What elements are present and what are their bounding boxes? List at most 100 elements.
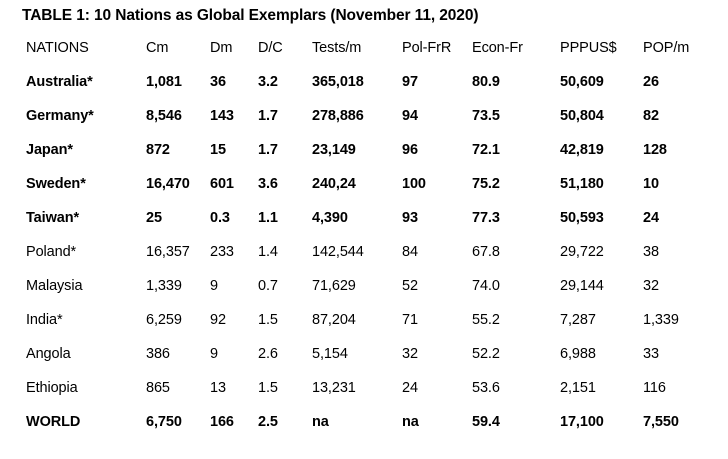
- cell-dc: 1.5: [258, 312, 278, 328]
- cell-econ-fr: 77.3: [472, 210, 500, 226]
- cell-nation: Poland*: [26, 244, 77, 260]
- table-row: Angola 386 9 2.6 5,154 32 52.2 6,988 33: [0, 337, 728, 371]
- cell-dc: 1.1: [258, 210, 278, 226]
- column-header-dm: Dm: [210, 40, 233, 56]
- table-row: Poland* 16,357 233 1.4 142,544 84 67.8 29,722 38: [0, 235, 728, 269]
- cell-dm: 9: [210, 278, 218, 294]
- cell-pop-per-m: 26: [643, 74, 659, 90]
- cell-pppusd: 29,722: [560, 244, 604, 260]
- cell-pop-per-m: 33: [643, 346, 659, 362]
- table-row: Australia* 1,081 36 3.2 365,018 97 80.9 50,609 2…: [0, 65, 728, 99]
- cell-pop-per-m: 32: [643, 278, 659, 294]
- column-header-pop-per-m: POP/m: [643, 40, 690, 56]
- cell-cm: 6,750: [146, 414, 182, 430]
- cell-pppusd: 7,287: [560, 312, 596, 328]
- cell-econ-fr: 74.0: [472, 278, 500, 294]
- cell-pol-frr: 71: [402, 312, 418, 328]
- column-header-econ-fr: Econ-Fr: [472, 40, 523, 56]
- cell-dc: 1.7: [258, 108, 278, 124]
- cell-pol-frr: na: [402, 414, 419, 430]
- cell-cm: 16,357: [146, 244, 190, 260]
- table-row: Sweden* 16,470 601 3.6 240,24 100 75.2 51,180 10: [0, 167, 728, 201]
- cell-cm: 25: [146, 210, 162, 226]
- header-row: NATIONS Cm Dm D/C Tests/m Pol-FrR Econ-Fr PPPUS…: [0, 31, 728, 65]
- cell-pol-frr: 100: [402, 176, 426, 192]
- table-row: Ethiopia 865 13 1.5 13,231 24 53.6 2,151 116: [0, 371, 728, 405]
- table-row: WORLD 6,750 166 2.5 na na 59.4 17,100 7,550: [0, 405, 728, 439]
- cell-econ-fr: 72.1: [472, 142, 500, 158]
- cell-pppusd: 42,819: [560, 142, 604, 158]
- cell-pppusd: 17,100: [560, 414, 604, 430]
- cell-cm: 1,081: [146, 74, 182, 90]
- cell-pop-per-m: 10: [643, 176, 659, 192]
- table-body: Australia* 1,081 36 3.2 365,018 97 80.9 50,609 2…: [0, 65, 728, 439]
- cell-nation: Ethiopia: [26, 380, 78, 396]
- cell-tests-per-m: 87,204: [312, 312, 356, 328]
- cell-nation: Japan*: [26, 142, 73, 158]
- cell-tests-per-m: 4,390: [312, 210, 348, 226]
- cell-pppusd: 6,988: [560, 346, 596, 362]
- cell-pop-per-m: 82: [643, 108, 659, 124]
- cell-dm: 92: [210, 312, 226, 328]
- cell-econ-fr: 59.4: [472, 414, 500, 430]
- cell-nation: Australia*: [26, 74, 93, 90]
- cell-nation: Malaysia: [26, 278, 83, 294]
- cell-tests-per-m: 278,886: [312, 108, 364, 124]
- cell-pol-frr: 94: [402, 108, 418, 124]
- cell-tests-per-m: 5,154: [312, 346, 348, 362]
- cell-pppusd: 51,180: [560, 176, 604, 192]
- cell-pppusd: 50,593: [560, 210, 604, 226]
- cell-nation: WORLD: [26, 414, 81, 430]
- cell-pop-per-m: 1,339: [643, 312, 679, 328]
- cell-dc: 1.5: [258, 380, 278, 396]
- cell-dc: 2.5: [258, 414, 278, 430]
- table-row: Taiwan* 25 0.3 1.1 4,390 93 77.3 50,593 24: [0, 201, 728, 235]
- cell-dm: 601: [210, 176, 234, 192]
- cell-dm: 143: [210, 108, 234, 124]
- cell-pol-frr: 97: [402, 74, 418, 90]
- cell-econ-fr: 55.2: [472, 312, 500, 328]
- cell-tests-per-m: na: [312, 414, 329, 430]
- cell-pop-per-m: 128: [643, 142, 667, 158]
- cell-pppusd: 50,804: [560, 108, 604, 124]
- column-header-tests-per-m: Tests/m: [312, 40, 362, 56]
- cell-econ-fr: 73.5: [472, 108, 500, 124]
- cell-dc: 0.7: [258, 278, 278, 294]
- cell-dm: 13: [210, 380, 226, 396]
- cell-dm: 9: [210, 346, 218, 362]
- cell-pop-per-m: 24: [643, 210, 659, 226]
- table-row: Japan* 872 15 1.7 23,149 96 72.1 42,819 128: [0, 133, 728, 167]
- data-table: NATIONS Cm Dm D/C Tests/m Pol-FrR Econ-Fr PPPUS…: [0, 31, 728, 439]
- cell-dc: 3.6: [258, 176, 278, 192]
- cell-cm: 6,259: [146, 312, 182, 328]
- cell-pppusd: 2,151: [560, 380, 596, 396]
- cell-dm: 36: [210, 74, 226, 90]
- cell-nation: Angola: [26, 346, 71, 362]
- cell-pol-frr: 32: [402, 346, 418, 362]
- cell-dm: 0.3: [210, 210, 230, 226]
- cell-pop-per-m: 38: [643, 244, 659, 260]
- cell-dm: 233: [210, 244, 234, 260]
- table-row: India* 6,259 92 1.5 87,204 71 55.2 7,287 1,339: [0, 303, 728, 337]
- cell-tests-per-m: 23,149: [312, 142, 356, 158]
- cell-pol-frr: 52: [402, 278, 418, 294]
- cell-cm: 865: [146, 380, 170, 396]
- cell-cm: 1,339: [146, 278, 182, 294]
- table-row: Germany* 8,546 143 1.7 278,886 94 73.5 50,804 82: [0, 99, 728, 133]
- cell-tests-per-m: 142,544: [312, 244, 364, 260]
- column-header-nation: NATIONS: [26, 40, 89, 56]
- cell-econ-fr: 75.2: [472, 176, 500, 192]
- cell-dm: 166: [210, 414, 234, 430]
- cell-tests-per-m: 240,24: [312, 176, 356, 192]
- column-header-pppusd: PPPUS$: [560, 40, 617, 56]
- cell-nation: Sweden*: [26, 176, 86, 192]
- cell-pol-frr: 84: [402, 244, 418, 260]
- table-row: Malaysia 1,339 9 0.7 71,629 52 74.0 29,144 32: [0, 269, 728, 303]
- cell-econ-fr: 80.9: [472, 74, 500, 90]
- column-header-pol-frr: Pol-FrR: [402, 40, 452, 56]
- cell-tests-per-m: 71,629: [312, 278, 356, 294]
- column-header-dc: D/C: [258, 40, 283, 56]
- cell-pppusd: 50,609: [560, 74, 604, 90]
- cell-pol-frr: 93: [402, 210, 418, 226]
- cell-cm: 872: [146, 142, 170, 158]
